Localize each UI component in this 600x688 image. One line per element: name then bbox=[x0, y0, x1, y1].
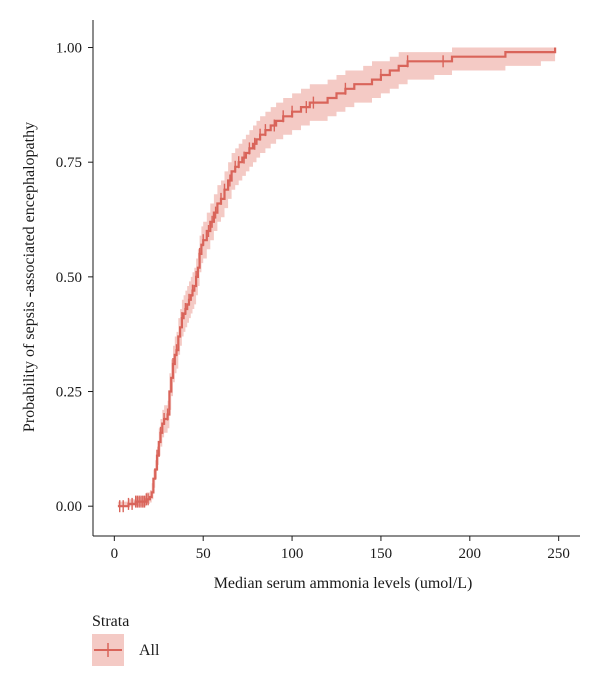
x-tick-label: 250 bbox=[547, 546, 570, 562]
legend-label-all: All bbox=[139, 642, 160, 659]
y-axis-title: Probability of sepsis -associated enceph… bbox=[21, 122, 38, 432]
y-tick-label: 0.75 bbox=[56, 155, 82, 171]
legend-title: Strata bbox=[92, 613, 129, 630]
y-tick-label: 0.50 bbox=[56, 270, 82, 286]
x-tick-label: 150 bbox=[370, 546, 393, 562]
y-tick-label: 0.25 bbox=[56, 385, 82, 401]
x-tick-label: 200 bbox=[459, 546, 482, 562]
series-line-all bbox=[117, 47, 557, 508]
x-tick-label: 50 bbox=[196, 546, 211, 562]
x-axis-title: Median serum ammonia levels (umol/L) bbox=[214, 575, 473, 592]
legend: Strata All bbox=[92, 613, 160, 666]
x-tick-label: 100 bbox=[281, 546, 304, 562]
plot-area bbox=[117, 47, 557, 513]
x-tick-label: 0 bbox=[111, 546, 119, 562]
confidence-band bbox=[117, 47, 556, 507]
y-tick-label: 1.00 bbox=[56, 41, 82, 57]
y-axis: 0.00 0.25 0.50 0.75 1.00 bbox=[56, 20, 94, 536]
y-tick-label: 0.00 bbox=[56, 499, 82, 515]
x-axis: 0 50 100 150 200 250 bbox=[93, 535, 580, 562]
